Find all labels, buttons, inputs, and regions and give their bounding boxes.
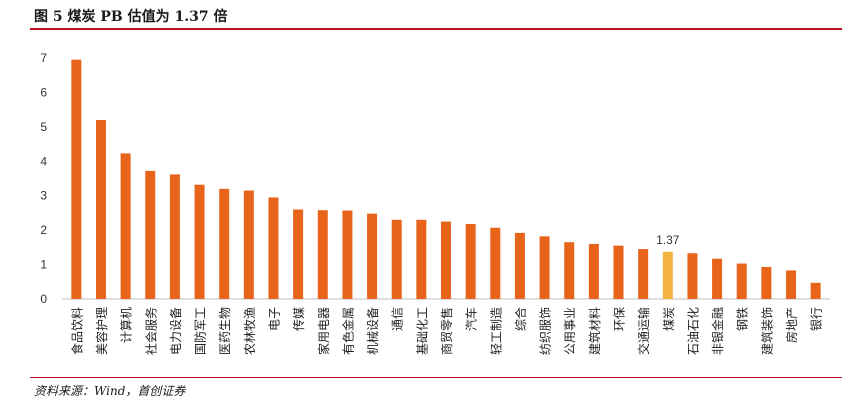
y-axis-ticks: 0 1 2 3 4 5 6 7 — [40, 51, 47, 306]
y-tick-label: 4 — [40, 154, 47, 168]
bar-chart: 0 1 2 3 4 5 6 7 食品饮料 美容护理 计算机 社会服务 电力设备 国防军工 医药生物 农林牧渔… — [40, 51, 830, 355]
category-label: 建筑材料 — [587, 307, 602, 355]
bar-14 — [416, 219, 427, 299]
bar-20 — [564, 242, 575, 299]
bar-11 — [342, 210, 353, 299]
bar-1 — [95, 119, 106, 299]
category-label: 石油石化 — [686, 307, 700, 355]
category-label: 建筑装饰 — [759, 307, 774, 355]
category-label: 交通运输 — [636, 307, 651, 355]
bar-4 — [169, 174, 180, 299]
category-label: 家用电器 — [316, 307, 331, 355]
bar-21 — [588, 243, 599, 299]
source-rule — [30, 377, 842, 378]
bar-0 — [71, 59, 82, 299]
category-label: 美容护理 — [94, 307, 109, 355]
bar-24 — [662, 251, 673, 299]
bars — [71, 59, 821, 299]
bar-27 — [736, 263, 747, 299]
category-label: 纺织服饰 — [539, 307, 553, 355]
category-label: 电力设备 — [169, 307, 183, 355]
bar-13 — [391, 219, 402, 299]
bar-30 — [810, 282, 821, 299]
y-tick-label: 7 — [40, 51, 47, 65]
source-note: 资料来源：Wind，首创证券 — [34, 384, 186, 398]
category-label: 社会服务 — [143, 307, 158, 355]
bar-7 — [243, 190, 254, 299]
category-label: 钢铁 — [736, 307, 750, 331]
bar-2 — [120, 153, 131, 299]
y-tick-label: 6 — [40, 85, 47, 99]
category-label: 农林牧渔 — [243, 307, 257, 355]
bar-10 — [317, 210, 328, 299]
category-label: 综合 — [513, 307, 528, 331]
category-label: 公用事业 — [563, 307, 577, 355]
data-label: 1.37 — [656, 233, 680, 247]
bar-8 — [268, 197, 279, 299]
category-label: 通信 — [391, 307, 405, 331]
category-label: 非银金融 — [710, 307, 725, 355]
bar-18 — [514, 232, 525, 299]
bar-17 — [490, 227, 501, 299]
category-label: 环保 — [613, 307, 627, 331]
bar-15 — [441, 221, 451, 299]
title-rule — [30, 28, 842, 30]
bar-25 — [687, 253, 698, 299]
y-tick-label: 1 — [40, 258, 47, 272]
category-labels: 食品饮料 美容护理 计算机 社会服务 电力设备 国防军工 医药生物 农林牧渔 电子 传媒 家用电器有… — [69, 307, 823, 355]
category-label: 煤炭 — [662, 307, 676, 331]
category-label: 国防军工 — [193, 307, 208, 355]
bar-19 — [539, 236, 550, 299]
bar-5 — [194, 184, 205, 299]
y-tick-label: 0 — [40, 292, 47, 306]
category-label: 传媒 — [291, 307, 306, 331]
y-tick-label: 3 — [40, 189, 47, 203]
bar-22 — [613, 245, 624, 299]
category-label: 有色金属 — [340, 307, 355, 355]
bar-6 — [219, 188, 230, 299]
category-label: 商贸零售 — [439, 307, 454, 355]
bar-16 — [465, 223, 476, 299]
chart-title: 图 5 煤炭 PB 估值为 1.37 倍 — [34, 9, 228, 25]
data-labels: 1.37 — [656, 233, 680, 247]
category-label: 轻工制造 — [489, 307, 503, 355]
category-label: 银行 — [810, 307, 824, 331]
bar-12 — [367, 213, 378, 299]
category-label: 房地产 — [784, 307, 799, 343]
bar-3 — [145, 170, 156, 299]
category-label: 计算机 — [119, 307, 134, 343]
bar-29 — [786, 270, 797, 299]
bar-23 — [638, 249, 649, 299]
category-label: 汽车 — [464, 307, 479, 331]
bar-9 — [293, 209, 304, 299]
category-label: 电子 — [267, 307, 281, 331]
category-label: 医药生物 — [218, 307, 232, 355]
category-label: 食品饮料 — [69, 307, 84, 355]
category-label: 基础化工 — [415, 307, 429, 355]
category-label: 机械设备 — [365, 307, 380, 355]
bar-26 — [712, 258, 723, 299]
bar-28 — [761, 266, 772, 299]
y-tick-label: 5 — [40, 120, 47, 134]
y-tick-label: 2 — [40, 223, 47, 237]
